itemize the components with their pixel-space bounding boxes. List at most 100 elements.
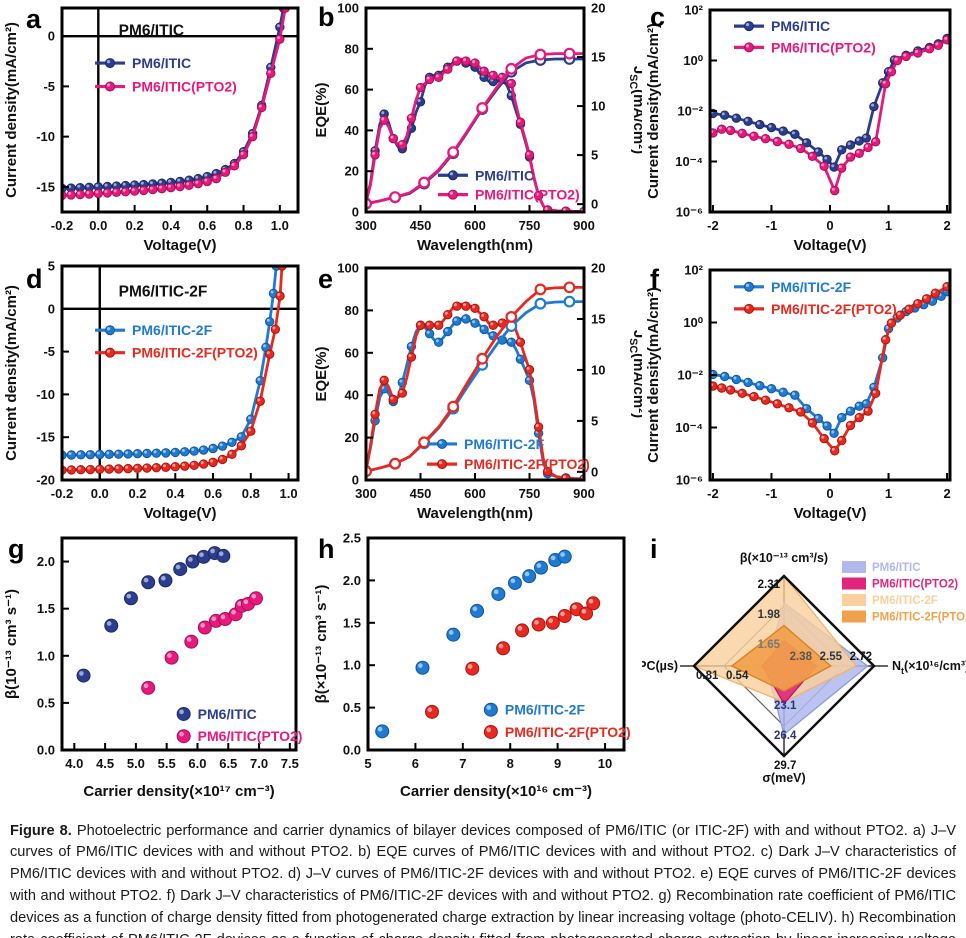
panel-h-chart: 5 6 7 8 9 10 0.0 0.5 1.0 1.5 2.0 2.5 Carrier density… [313,531,631,801]
panel-label-d: d [26,264,43,294]
y-tick-label: 1.5 [37,601,55,616]
y-tick-label: -10 [36,387,55,402]
panel-f: f -2 -1 0 1 2 10⁻⁶ 10⁻⁴ 10⁻² 10⁰ 10² Voltage(V) Cur… [642,258,966,526]
x-tick-label: 900 [573,218,595,233]
x-tick-label: 5.5 [158,756,176,771]
x-tick-label: 7.0 [250,756,268,771]
panel-a-chart: -0.2 0.0 0.2 0.4 0.6 0.8 1.0 0 -5 -10 -15 Voltage(V… [3,6,300,254]
radar-ring-label: 1.65 [758,639,781,651]
radar-ring-label: 2.38 [790,651,813,663]
radar-ring-label: 1.98 [758,609,781,621]
y2-tick-label: 20 [591,1,605,16]
legend-item-label: PM6/ITIC-2F [771,279,852,295]
y-tick-label: 20 [345,164,359,179]
x-axis-label: Carrier density(×10¹⁷ cm⁻³) [83,783,274,800]
x-axis-label: Voltage(V) [143,505,216,522]
caption-label: Figure 8. [10,822,72,839]
y-tick-label: -15 [36,430,55,445]
panel-label-a: a [26,4,42,34]
legend-item-label: PM6/ITIC-2F [505,702,586,718]
x-tick-label: 1.0 [280,486,298,501]
x-tick-label: 0.6 [204,486,222,501]
legend-item-label: PM6/ITIC-2F(PTO2) [771,301,897,317]
x-tick-label: 4.0 [65,756,83,771]
x-tick-label: 0.2 [128,486,146,501]
x-tick-label: 0.8 [242,486,260,501]
y-tick-label: 40 [345,123,359,138]
legend-item-label: PM6/ITIC [475,167,534,183]
radar-ring-label: 0.81 [696,670,719,682]
panel-i: i 1.65 1.98 2.31 2.38 2.55 2.72 23.1 26.4 29.7 0.… [631,526,966,804]
x-tick-label: 2 [943,218,950,233]
panel-d-chart: -0.2 0.0 0.2 0.4 0.6 0.8 1.0 5 0 -5 -10 -15 -20 Volta… [3,259,300,522]
plot-frame [366,536,626,752]
y-tick-label: 10² [684,263,703,278]
y-tick-label: 10⁻² [677,368,703,383]
legend-item-label: PM6/ITIC [198,706,257,722]
panel-e-chart: 300 450 600 750 900 0 20 40 60 80 100 0 5 10 15 20 Wavel… [313,261,647,523]
legend-swatch [842,594,866,606]
y-tick-label: 10⁻⁶ [676,473,703,488]
y-tick-label: -5 [43,79,55,94]
y-tick-label: 60 [345,82,359,97]
x-tick-label: 0 [826,486,833,501]
y-tick-label: 0 [352,473,359,488]
y-tick-label: 0.0 [37,743,55,758]
x-tick-label: 7.5 [281,756,299,771]
legend-item-label: PM6/ITIC-2F [464,436,545,452]
y-tick-label: 100 [337,261,359,276]
x-tick-label: 8 [507,756,514,771]
y-tick-label: 10⁻² [677,104,703,119]
x-tick-label: 7 [459,756,466,771]
y-tick-label: 10⁰ [683,53,703,68]
panel-label-b: b [318,2,335,32]
y-tick-label: 10⁻⁶ [676,205,703,220]
panel-h: h 5 6 7 8 9 10 0.0 0.5 1.0 1.5 2.0 2.5 Carrier densi… [310,526,642,804]
x-tick-label: 0 [826,218,833,233]
y-tick-label: 100 [337,1,359,16]
panel-label-h: h [318,534,335,564]
x-axis-label: Voltage(V) [793,505,866,522]
y-axis-label: β(×10⁻¹³ cm³ s⁻¹) [313,585,330,704]
y-tick-label: 20 [345,430,359,445]
legend-swatch [842,610,866,623]
panel-g: g 4.0 4.5 5.0 5.5 6.0 6.5 7.0 7.5 0.0 0.5 1.0 1.5 2.… [0,526,310,804]
x-tick-label: 300 [355,218,377,233]
y2-tick-label: 10 [591,99,605,114]
panel-c: c -2 -1 0 1 2 10⁻⁶ 10⁻⁴ 10⁻² 10⁰ 10² Voltage(V) Cur… [642,0,966,258]
x-tick-label: 4.5 [96,756,114,771]
panel-d: d -0.2 0.0 0.2 0.4 0.6 0.8 1.0 5 0 -5 -10 -15 -20 Vol… [0,258,310,526]
x-tick-label: -1 [766,486,778,501]
x-tick-label: 0.0 [91,486,109,501]
plot-frame [60,536,298,752]
x-tick-label: 5.0 [127,756,145,771]
x-tick-label: 0.4 [166,486,185,501]
x-tick-label: 900 [573,486,595,501]
y2-tick-label: 5 [591,148,598,163]
x-tick-label: 1 [885,218,892,233]
y-tick-label: 10⁻⁴ [675,154,703,169]
x-tick-label: 750 [519,486,541,501]
x-tick-label: -2 [707,486,719,501]
legend-item-label: PM6/ITIC(PTO2) [771,39,876,55]
radar-ring-label: 29.7 [774,760,796,772]
y-axis-label: Current density(mA/cm²) [645,287,662,463]
radar-series-PM6/ITIC-2F(PTO2) [730,624,832,692]
x-tick-label: -1 [766,218,778,233]
panel-label-g: g [8,534,25,564]
x-tick-label: 5 [364,756,371,771]
y2-axis-label: JSC(mA/cm²) [627,330,642,418]
panel-label-e: e [318,264,334,294]
x-tick-label: 6.5 [219,756,237,771]
plot-frame [60,264,300,482]
y-tick-label: 2.0 [343,573,361,588]
panel-i-radar-chart: 1.65 1.98 2.31 2.38 2.55 2.72 23.1 26.4 29.7 0.54… [631,551,966,785]
legend-item-label: PM6/ITIC-2F [872,595,938,607]
panel-b-chart: 300 450 600 750 900 0 20 40 60 80 100 0 5 10 15 20 Wavel… [313,1,647,255]
legend-item-label: PM6/ITIC [771,18,830,34]
radar-axis-label-nt: Nt(×10¹⁶/cm³) [892,659,966,676]
radar-ring-label: 26.4 [774,730,797,742]
panel-b: b 300 450 600 750 900 0 20 40 60 80 100 0 5 10 15 20 Wav… [310,0,647,258]
y-tick-label: -15 [36,179,55,194]
y2-tick-label: 15 [591,311,605,326]
